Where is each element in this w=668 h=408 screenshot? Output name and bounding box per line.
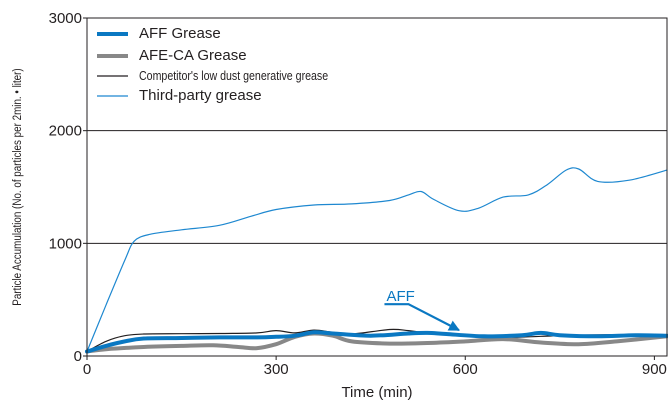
- y-tick-label: 1000: [49, 235, 82, 252]
- legend: AFF Grease AFE-CA Grease Competitor's low …: [89, 20, 389, 112]
- series-lines: [85, 167, 668, 354]
- series-line-1: [85, 330, 668, 354]
- legend-label: Third-party grease: [139, 87, 262, 104]
- x-axis-label: Time (min): [341, 384, 412, 401]
- legend-background: [89, 20, 389, 112]
- y-axis: 0 1000 2000 3000: [49, 10, 87, 365]
- plot-area-frame: [86, 17, 668, 357]
- annotation-arrow: [384, 303, 460, 332]
- legend-label: Competitor's low dust generative grease: [139, 69, 328, 83]
- x-tick-label: 600: [453, 361, 478, 378]
- legend-label: AFE-CA Grease: [139, 47, 247, 64]
- annotation-label: AFF: [386, 288, 414, 305]
- x-tick-label: 0: [83, 361, 91, 378]
- x-tick-label: 300: [264, 361, 289, 378]
- gridlines: [87, 130, 667, 244]
- y-tick-label: 3000: [49, 10, 82, 27]
- y-tick-label: 2000: [49, 123, 82, 140]
- legend-label: AFF Grease: [139, 25, 221, 42]
- x-tick-label: 900: [642, 361, 667, 378]
- y-tick-label: 0: [74, 348, 82, 365]
- x-axis: 0 300 600 900: [83, 356, 667, 378]
- annotation-group: AFF: [384, 288, 460, 332]
- y-axis-label: Particle Accumulation (No. of particles …: [11, 68, 24, 305]
- series-line-3: [86, 328, 668, 353]
- series-line-4: [86, 167, 668, 353]
